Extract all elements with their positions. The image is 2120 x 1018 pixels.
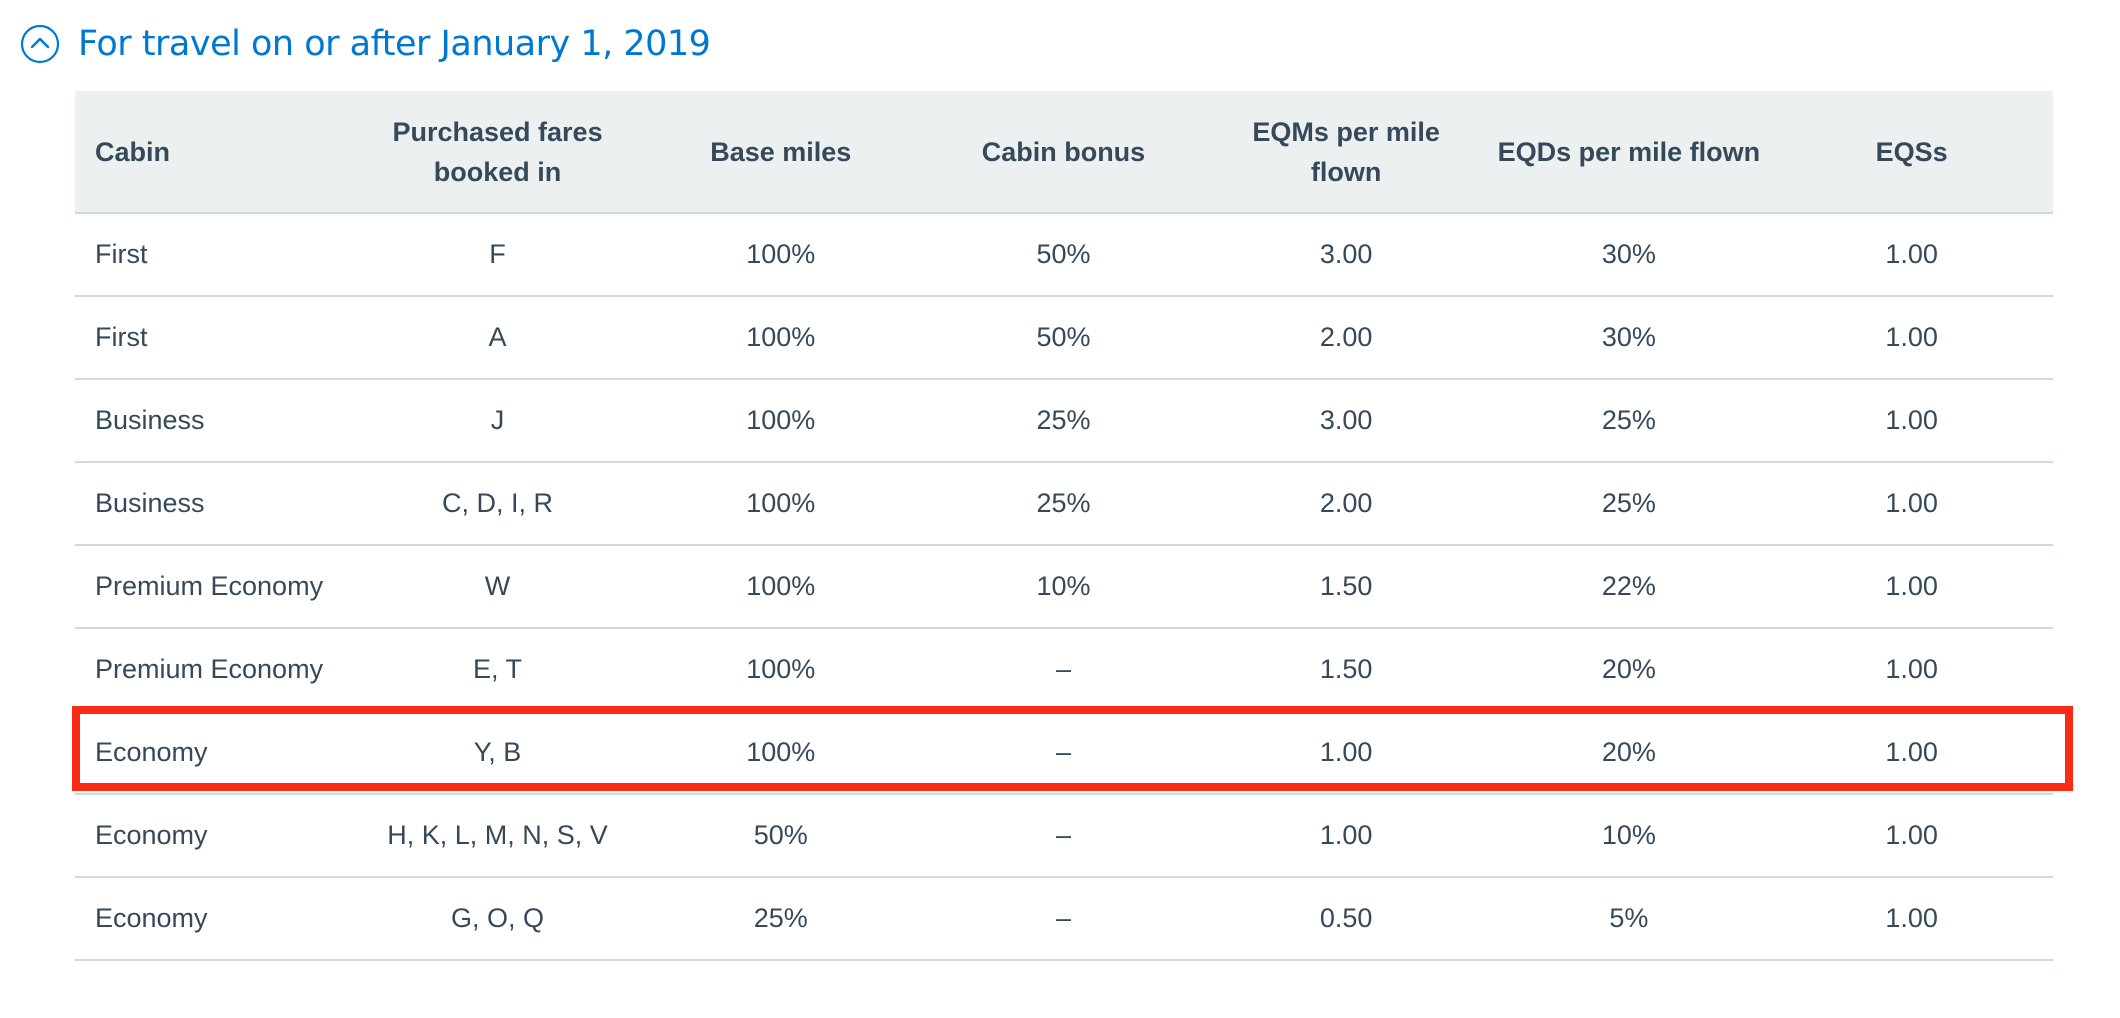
header-purchased-fares: Purchased fares booked in bbox=[355, 91, 640, 214]
header-eqds: EQDs per mile flown bbox=[1487, 91, 1771, 214]
table-row: Economy H, K, L, M, N, S, V 50% –1.00 10% 1.0… bbox=[75, 794, 2053, 878]
table-row: First F 100% 50% 3.00 30% 1.00 bbox=[75, 213, 2053, 297]
eqs-cell: 1.00 bbox=[1770, 379, 2053, 463]
eqm-cell: 0.50 bbox=[1204, 877, 1488, 961]
cabin-bonus-cell: – bbox=[922, 711, 1205, 795]
fare-codes-cell: C, D, I, R bbox=[355, 462, 640, 546]
cabin-bonus-cell: 25% bbox=[922, 379, 1205, 463]
eqs-cell: 1.00 bbox=[1770, 877, 2053, 961]
eqm-cell: 3.00 bbox=[1204, 379, 1488, 463]
eqs-cell: 1.00 bbox=[1770, 462, 2053, 546]
eqm-cell: 2.00 bbox=[1204, 296, 1488, 380]
cabin-cell: Business bbox=[75, 462, 356, 546]
header-cabin-bonus: Cabin bonus bbox=[922, 91, 1205, 214]
base-miles-cell: 25% bbox=[639, 877, 923, 961]
base-miles-cell: 50% bbox=[639, 794, 923, 878]
eqs-cell: 1.00 bbox=[1770, 545, 2053, 629]
cabin-cell: Economy bbox=[75, 794, 356, 878]
table-body: First F 100% 50% 3.00 30% 1.00 First A 100% 50% 2.0… bbox=[75, 213, 2053, 961]
fare-codes-cell: W bbox=[355, 545, 640, 629]
cabin-cell: Business bbox=[75, 379, 356, 463]
cabin-bonus-cell: – bbox=[922, 794, 1205, 878]
fare-codes-cell: Y, B bbox=[355, 711, 640, 795]
base-miles-cell: 100% bbox=[639, 379, 923, 463]
eqm-cell: 2.00 bbox=[1204, 462, 1488, 546]
eqm-cell: 1.50 bbox=[1204, 628, 1488, 712]
base-miles-cell: 100% bbox=[639, 628, 923, 712]
fare-codes-cell: J bbox=[355, 379, 640, 463]
cabin-bonus-cell: 10% bbox=[922, 545, 1205, 629]
eqd-cell: 5% bbox=[1487, 877, 1771, 961]
fare-codes-cell: H, K, L, M, N, S, V bbox=[355, 794, 640, 878]
table-row-highlighted: Economy Y, B 100% –1.00 20% 1.00 bbox=[75, 711, 2053, 795]
eqm-cell: 1.00 bbox=[1204, 711, 1488, 795]
fare-codes-cell: A bbox=[355, 296, 640, 380]
eqs-cell: 1.00 bbox=[1770, 296, 2053, 380]
eqd-cell: 10% bbox=[1487, 794, 1771, 878]
cabin-cell: Premium Economy bbox=[75, 545, 356, 629]
cabin-bonus-cell: – bbox=[922, 877, 1205, 961]
eqd-cell: 22% bbox=[1487, 545, 1771, 629]
cabin-cell: Premium Economy bbox=[75, 628, 356, 712]
eqd-cell: 25% bbox=[1487, 379, 1771, 463]
cabin-cell: Economy bbox=[75, 711, 356, 795]
eqm-cell: 1.00 bbox=[1204, 794, 1488, 878]
header-eqss: EQSs bbox=[1770, 91, 2053, 214]
eqd-cell: 20% bbox=[1487, 711, 1771, 795]
eqd-cell: 30% bbox=[1487, 213, 1771, 297]
section-toggle[interactable]: For travel on or after January 1, 2019 bbox=[20, 22, 711, 66]
table-header-row: Cabin Purchased fares booked in Base mil… bbox=[75, 91, 2053, 214]
header-eqms: EQMs per mile flown bbox=[1204, 91, 1488, 214]
eqs-cell: 1.00 bbox=[1770, 711, 2053, 795]
eqd-cell: 25% bbox=[1487, 462, 1771, 546]
cabin-bonus-cell: 25% bbox=[922, 462, 1205, 546]
header-cabin: Cabin bbox=[75, 91, 356, 214]
eqm-cell: 3.00 bbox=[1204, 213, 1488, 297]
eqs-cell: 1.00 bbox=[1770, 628, 2053, 712]
table-row: Business C, D, I, R 100% 25% 2.00 25% 1.00 bbox=[75, 462, 2053, 546]
base-miles-cell: 100% bbox=[639, 213, 923, 297]
fare-codes-cell: G, O, Q bbox=[355, 877, 640, 961]
cabin-cell: First bbox=[75, 213, 356, 297]
eqd-cell: 30% bbox=[1487, 296, 1771, 380]
eqm-cell: 1.50 bbox=[1204, 545, 1488, 629]
eqs-cell: 1.00 bbox=[1770, 213, 2053, 297]
table-row: First A 100% 50% 2.00 30% 1.00 bbox=[75, 296, 2053, 380]
cabin-bonus-cell: – bbox=[922, 628, 1205, 712]
eqd-cell: 20% bbox=[1487, 628, 1771, 712]
table-row: Business J 100% 25% 3.00 25% 1.00 bbox=[75, 379, 2053, 463]
cabin-cell: Economy bbox=[75, 877, 356, 961]
table-row: Premium Economy W 100% 10% 1.50 22% 1.00 bbox=[75, 545, 2053, 629]
base-miles-cell: 100% bbox=[639, 711, 923, 795]
section-title[interactable]: For travel on or after January 1, 2019 bbox=[78, 24, 711, 64]
cabin-bonus-cell: 50% bbox=[922, 296, 1205, 380]
chevron-up-circle-icon[interactable] bbox=[20, 24, 60, 64]
header-base-miles: Base miles bbox=[639, 91, 923, 214]
fare-codes-cell: F bbox=[355, 213, 640, 297]
eqs-cell: 1.00 bbox=[1770, 794, 2053, 878]
table-row: Economy G, O, Q 25% –0.50 5% 1.00 bbox=[75, 877, 2053, 961]
base-miles-cell: 100% bbox=[639, 462, 923, 546]
base-miles-cell: 100% bbox=[639, 296, 923, 380]
base-miles-cell: 100% bbox=[639, 545, 923, 629]
table-row: Premium Economy E, T 100% –1.50 20% 1.00 bbox=[75, 628, 2053, 712]
cabin-bonus-cell: 50% bbox=[922, 213, 1205, 297]
fare-codes-cell: E, T bbox=[355, 628, 640, 712]
fare-earning-table: Cabin Purchased fares booked in Base mil… bbox=[75, 91, 2053, 961]
cabin-cell: First bbox=[75, 296, 356, 380]
